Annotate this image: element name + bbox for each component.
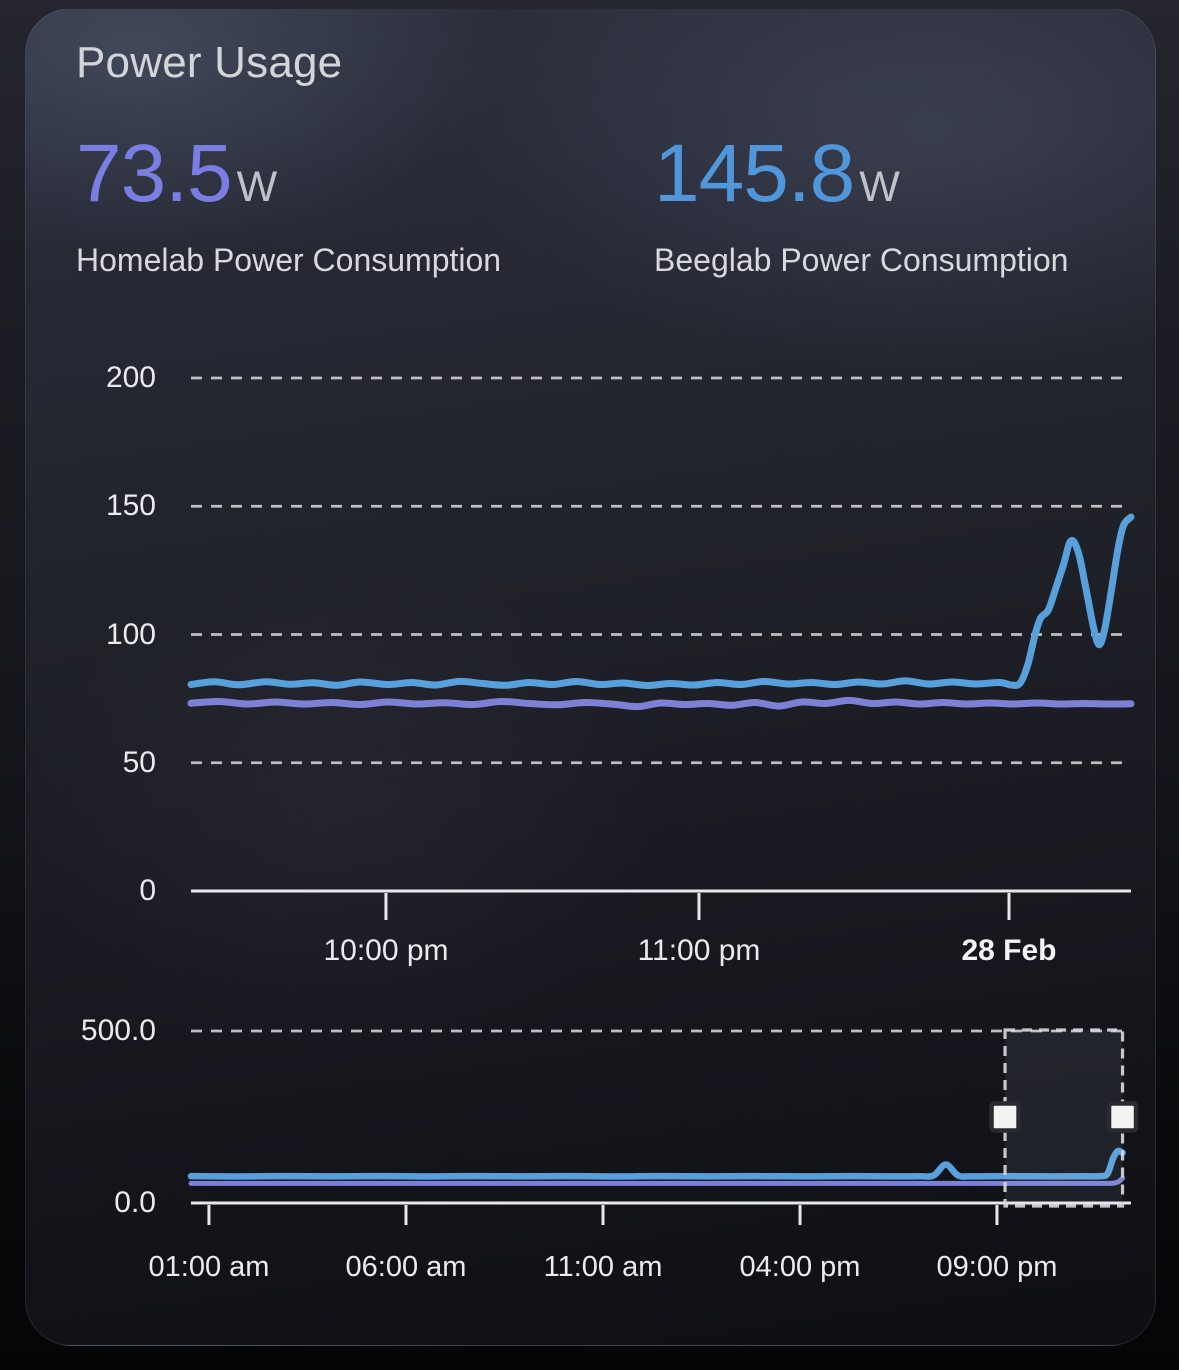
beeglab-unit: W bbox=[859, 163, 900, 211]
mini-series-0 bbox=[188, 1175, 1126, 1186]
main-ytick-label-100: 100 bbox=[105, 618, 156, 651]
main-ytick-label-50: 50 bbox=[122, 746, 156, 779]
beeglab-label: Beeglab Power Consumption bbox=[654, 242, 1069, 278]
mini-xtick-label-06am: 06:00 am bbox=[345, 1251, 467, 1283]
main-ytick-label-0: 0 bbox=[139, 874, 156, 907]
main-xtick-label-28feb: 28 Feb bbox=[961, 934, 1057, 967]
mini-xtick-label-11am: 11:00 am bbox=[543, 1251, 663, 1283]
mini-series-1 bbox=[187, 1147, 1126, 1180]
brush-handle-left[interactable] bbox=[989, 1101, 1021, 1133]
beeglab-value: 145.8 bbox=[654, 128, 855, 219]
main-series-0 bbox=[187, 696, 1135, 711]
power-charts-canvas bbox=[187, 376, 1139, 1225]
main-xtick-label-10pm: 10:00 pm bbox=[323, 934, 449, 967]
mini-xtick-label-01am: 01:00 am bbox=[148, 1251, 270, 1283]
homelab-label: Homelab Power Consumption bbox=[76, 242, 502, 278]
brush-handle-right[interactable] bbox=[1106, 1101, 1139, 1133]
stat-beeglab: 145.8 W Beeglab Power Consumption bbox=[654, 126, 1068, 279]
mini-xtick-label-04pm: 04:00 pm bbox=[739, 1251, 861, 1283]
stat-homelab: 73.5 W Homelab Power Consumption bbox=[76, 126, 501, 279]
homelab-unit: W bbox=[236, 163, 278, 211]
mini-ytick-label-0: 0.0 bbox=[114, 1186, 156, 1219]
stat-homelab-value-row: 73.5 W bbox=[76, 126, 501, 222]
stat-beeglab-value-row: 145.8 W bbox=[654, 126, 1068, 222]
page-title: Power Usage bbox=[76, 38, 343, 87]
power-usage-card: Power Usage 73.5 W Homelab Power Consump… bbox=[25, 8, 1156, 1346]
homelab-value: 73.5 bbox=[76, 128, 233, 219]
main-series-1 bbox=[187, 513, 1135, 690]
brush-selection[interactable] bbox=[1005, 1030, 1123, 1206]
mini-xtick-label-09pm: 09:00 pm bbox=[936, 1251, 1058, 1283]
mini-ytick-label-500: 500.0 bbox=[80, 1014, 156, 1047]
main-ytick-label-200: 200 bbox=[105, 361, 156, 394]
main-ytick-label-150: 150 bbox=[105, 489, 156, 522]
main-xtick-label-11pm: 11:00 pm bbox=[637, 934, 761, 967]
